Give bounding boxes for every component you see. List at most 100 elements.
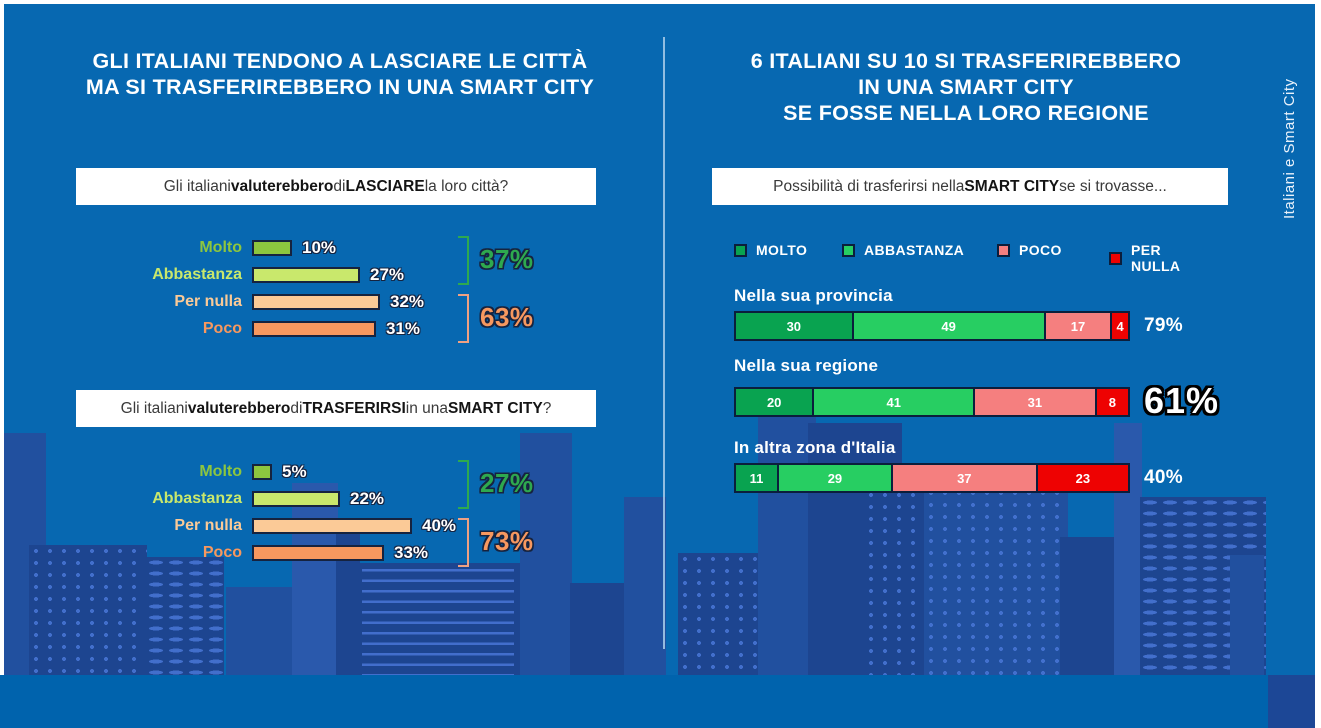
stacked-segment-abbastanza: 29	[779, 465, 893, 491]
stacked-row-line: 30 49 17 4 79%	[734, 311, 1304, 341]
skyline-building	[520, 433, 572, 675]
bar-category-label: Molto	[199, 463, 242, 480]
legend-swatch	[1109, 251, 1122, 265]
bar-row: Poco 33%	[96, 543, 616, 563]
banner-text-bold: valuterebbero	[230, 177, 334, 195]
stacked-segment-per-nulla: 8	[1096, 389, 1128, 415]
banner-text: Possibilità di trasferirsi nella	[773, 177, 965, 195]
bar	[252, 294, 380, 310]
stacked-row: Nella sua regione 20 41 31 8 61%	[734, 356, 1304, 423]
city-skyline	[4, 4, 1315, 675]
skyline-building	[29, 545, 147, 675]
banner-text: la loro città?	[424, 177, 509, 195]
group-percentage: 73%	[480, 526, 534, 556]
legend-item-poco: POCO	[997, 242, 1062, 258]
skyline-building	[292, 483, 338, 675]
bar-category-label: Abbastanza	[152, 266, 242, 283]
bar-row: Poco 31%	[96, 319, 616, 339]
left-panel-title: GLI ITALIANI TENDONO A LASCIARE LE CITTÀ…	[60, 48, 620, 100]
legend-label: MOLTO	[756, 242, 808, 258]
legend-swatch	[842, 243, 855, 257]
banner-text: in una	[405, 399, 449, 417]
bar-row: Per nulla 32%	[96, 292, 616, 312]
banner-text: ?	[542, 399, 552, 417]
stacked-row-label: Nella sua provincia	[734, 286, 893, 305]
right-title-line3: SE FOSSE NELLA LORO REGIONE	[783, 101, 1149, 125]
group-bracket	[458, 294, 469, 343]
bar-category-label: Abbastanza	[152, 490, 242, 507]
stacked-row-label: Nella sua regione	[734, 356, 879, 375]
question-banner-trasferirsi: Gli italiani valuterebbero di TRASFERIRS…	[76, 390, 596, 427]
bar-category-label: Poco	[202, 320, 242, 337]
skyline-building	[146, 557, 224, 675]
skyline-building	[758, 387, 816, 675]
stacked-segment-poco: 31	[975, 389, 1097, 415]
sidebar-vertical-label: Italiani e Smart City	[1281, 78, 1298, 219]
right-title-line2: IN UNA SMART CITY	[858, 75, 1074, 99]
skyline-building	[924, 487, 1068, 675]
stacked-total: 40%	[1144, 467, 1183, 488]
banner-text: di	[333, 177, 346, 195]
stacked-segment-molto: 30	[736, 313, 854, 339]
bar-value-label: 10%	[302, 238, 337, 257]
bar-row: Abbastanza 22%	[96, 489, 616, 509]
bar-row: Molto 10%	[96, 238, 616, 258]
stacked-bar: 20 41 31 8	[734, 387, 1130, 417]
bar-value-label: 27%	[370, 265, 405, 284]
banner-text: di	[290, 399, 303, 417]
bar-value-label: 33%	[394, 543, 429, 562]
left-title-line2: MA SI TRASFERIREBBERO IN UNA SMART CITY	[85, 75, 595, 99]
skyline-building	[678, 553, 764, 675]
right-panel-title: 6 ITALIANI SU 10 SI TRASFERIREBBERO IN U…	[710, 48, 1222, 126]
bar-category-label: Per nulla	[174, 293, 242, 310]
bar-value-label: 32%	[390, 292, 425, 311]
bar-value-label: 22%	[350, 489, 385, 508]
bar-category-label: Molto	[199, 239, 242, 256]
left-title-line1: GLI ITALIANI TENDONO A LASCIARE LE CITTÀ	[92, 49, 588, 73]
bar-value-label: 31%	[386, 319, 421, 338]
skyline-building	[570, 583, 632, 675]
bar	[252, 491, 340, 507]
stacked-segment-poco: 37	[892, 465, 1038, 491]
question-banner-lasciare: Gli italiani valuterebbero di LASCIARE l…	[76, 168, 596, 205]
legend-label: ABBASTANZA	[864, 242, 965, 258]
legend-label: POCO	[1019, 242, 1062, 258]
banner-text: Gli italiani	[163, 177, 231, 195]
group-bracket	[458, 460, 469, 509]
stacked-segment-per-nulla: 4	[1112, 313, 1128, 339]
legend-swatch	[997, 243, 1010, 257]
bar-value-label: 40%	[422, 516, 457, 535]
stacked-chart-legend: MOLTO ABBASTANZA POCO PER NULLA	[734, 242, 1214, 274]
main-panel: GLI ITALIANI TENDONO A LASCIARE LE CITTÀ…	[4, 4, 1315, 675]
bar	[252, 267, 360, 283]
footer-accent-block	[1268, 675, 1315, 728]
bar	[252, 321, 376, 337]
stacked-segment-abbastanza: 49	[853, 313, 1046, 339]
bar	[252, 464, 272, 480]
stacked-total: 61%	[1144, 380, 1220, 421]
stacked-segment-molto: 11	[736, 465, 780, 491]
bar-value-label: 5%	[282, 462, 307, 481]
legend-item-abbastanza: ABBASTANZA	[842, 242, 964, 258]
stacked-segment-abbastanza: 41	[814, 389, 976, 415]
group-bracket	[458, 518, 469, 567]
bar-category-label: Poco	[202, 544, 242, 561]
group-percentage: 27%	[480, 468, 534, 498]
bar-row: Abbastanza 27%	[96, 265, 616, 285]
stacked-bar: 30 49 17 4	[734, 311, 1130, 341]
banner-text: se si trovasse...	[1059, 177, 1167, 195]
legend-item-per-nulla: PER NULLA	[1109, 242, 1214, 274]
stacked-row-line: 11 29 37 23 40%	[734, 463, 1304, 493]
group-percentage: 37%	[480, 244, 534, 274]
group-percentage: 63%	[480, 302, 534, 332]
stacked-row: In altra zona d'Italia 11 29 37 23 40%	[734, 438, 1304, 493]
panel-divider	[663, 37, 665, 649]
bar	[252, 545, 384, 561]
skyline-building	[624, 497, 666, 675]
banner-text-bold: valuterebbero	[187, 399, 291, 417]
bar-row: Per nulla 40%	[96, 516, 616, 536]
stacked-segment-per-nulla: 23	[1037, 465, 1128, 491]
bar	[252, 518, 412, 534]
banner-text-bold: TRASFERIRSI	[302, 399, 406, 417]
